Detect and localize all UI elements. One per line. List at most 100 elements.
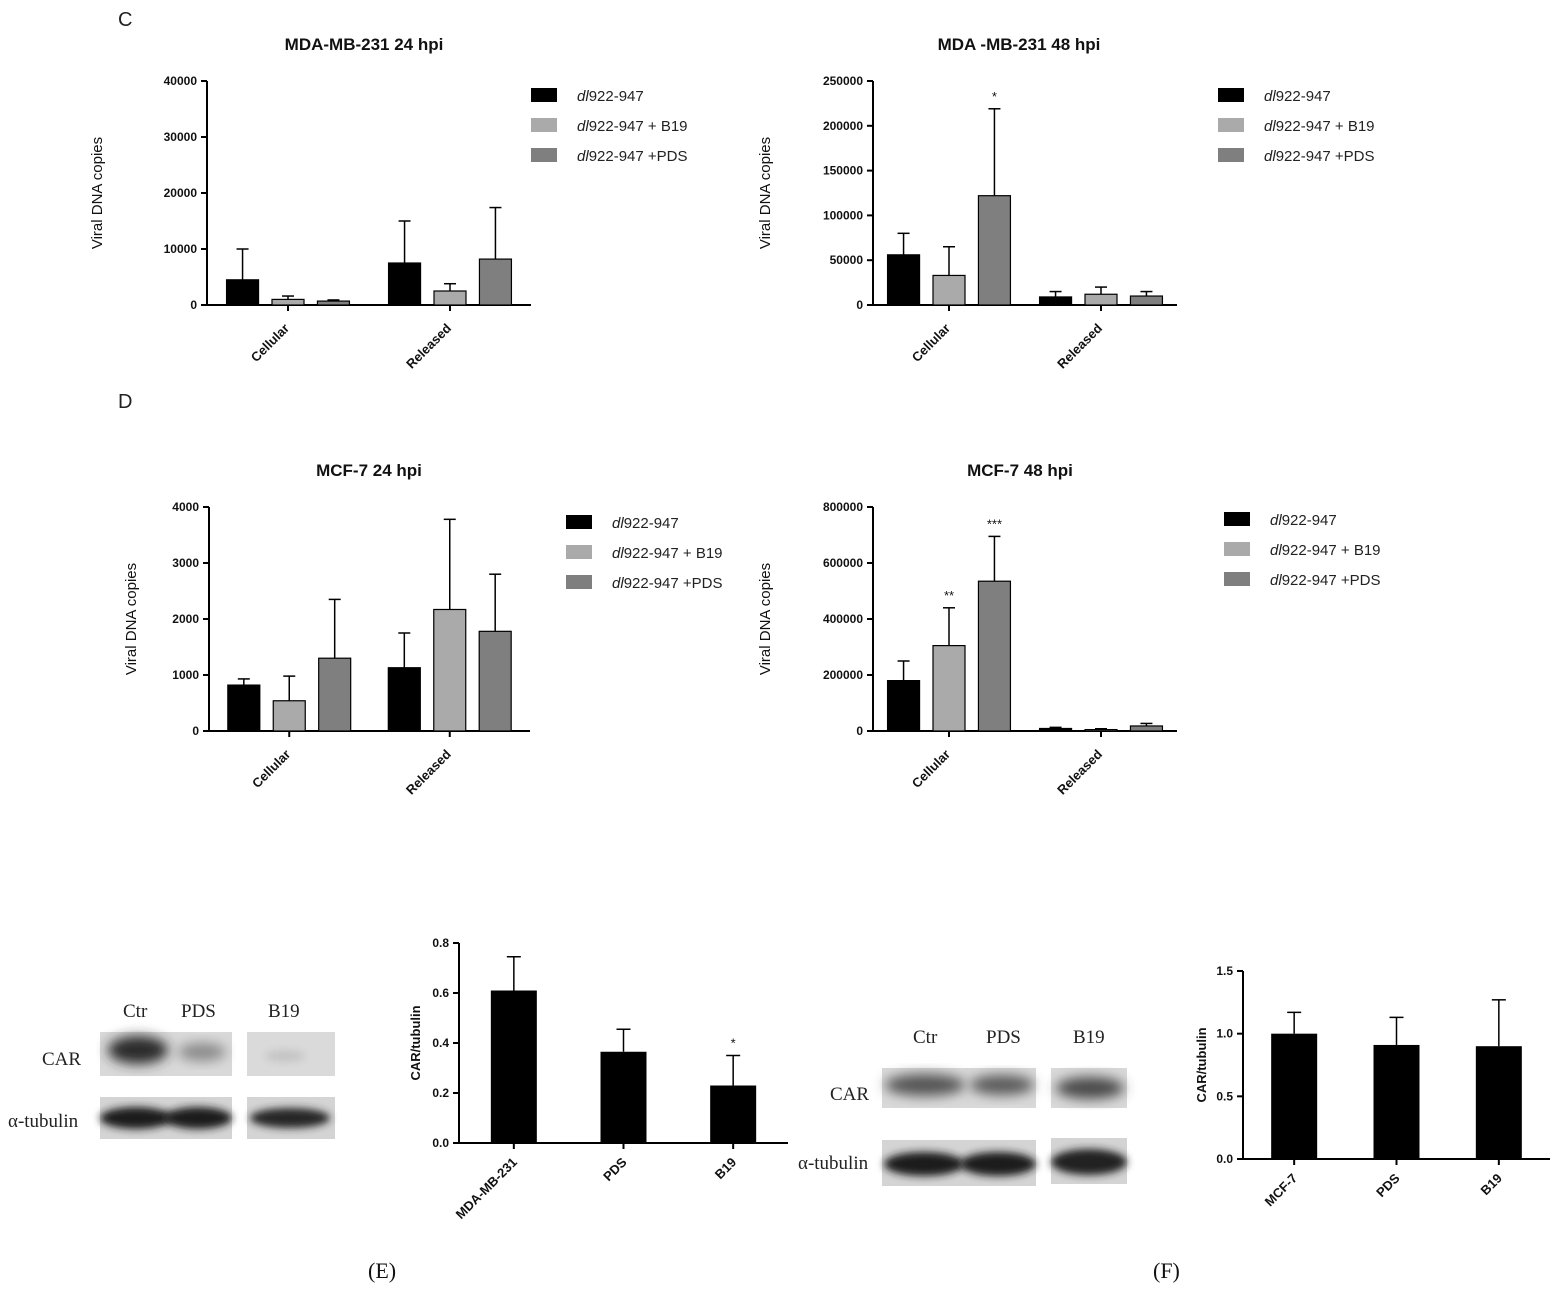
bar <box>1129 725 1164 732</box>
bar <box>886 679 921 732</box>
bar <box>1475 1046 1522 1159</box>
legend-swatch <box>566 515 592 529</box>
y-tick-label: 0.0 <box>1216 1152 1233 1166</box>
y-axis-label: CAR/tubulin <box>1194 1027 1209 1102</box>
y-tick-label: 0 <box>192 724 199 738</box>
bar <box>600 1051 647 1143</box>
legend-label: dl922-947 +PDS <box>612 575 723 592</box>
legend-label: dl922-947 + B19 <box>1264 118 1375 135</box>
y-tick-label: 2000 <box>172 612 199 626</box>
significance-marker: * <box>731 1036 736 1051</box>
x-tick-label: Released <box>403 746 454 797</box>
bar <box>1038 727 1073 732</box>
legend-label: dl922-947 <box>612 515 679 532</box>
y-tick-label: 40000 <box>164 74 198 88</box>
blot-f-lane-b19: B19 <box>1073 1027 1105 1048</box>
x-tick-label: Cellular <box>909 321 953 365</box>
y-tick-label: 0.0 <box>432 1136 449 1150</box>
x-tick-label: B19 <box>1477 1171 1504 1198</box>
blot-e-car-band-pds <box>178 1043 226 1061</box>
bar <box>387 262 422 306</box>
blot-e-lane-b19: B19 <box>268 1001 300 1022</box>
blot-f-tub-band-ctr <box>884 1152 964 1176</box>
x-tick-label: MCF-7 <box>1262 1171 1301 1210</box>
bar <box>1271 1033 1318 1159</box>
blot-f-car-band-pds <box>970 1075 1034 1095</box>
y-axis-label: Viral DNA copies <box>757 137 774 249</box>
chart-mcf-7-24hpi: MCF-7 24 hpi Viral DNA copies 0 1000 2000 300… <box>123 461 530 797</box>
y-tick-label: 200000 <box>823 119 863 133</box>
blot-f-car-band-b19 <box>1056 1077 1124 1099</box>
bar <box>977 580 1012 732</box>
y-axis-label: Viral DNA copies <box>123 563 140 675</box>
x-tick-label: Released <box>1054 320 1105 371</box>
panel-label-f: (F) <box>1153 1258 1180 1283</box>
bar <box>977 195 1012 306</box>
bar <box>478 258 513 306</box>
legend-c2: dl922-947 dl922-947 + B19 dl922-947 +PDS <box>1218 88 1375 165</box>
x-tick-label: Cellular <box>248 321 292 365</box>
y-tick-label: 0 <box>856 724 863 738</box>
significance-marker: *** <box>987 516 1002 531</box>
bar <box>932 274 966 306</box>
legend-swatch <box>1224 572 1250 586</box>
y-tick-label: 0.5 <box>1216 1089 1233 1103</box>
y-tick-label: 20000 <box>164 186 198 200</box>
blot-f-tub-band-pds <box>960 1152 1036 1176</box>
legend-label: dl922-947 +PDS <box>1270 572 1381 589</box>
bar <box>710 1085 757 1143</box>
panel-label-e: (E) <box>368 1258 396 1283</box>
panel-letter-c: C <box>118 9 132 31</box>
legend-label: dl922-947 <box>1264 88 1331 105</box>
y-axis-label: CAR/tubulin <box>408 1005 423 1080</box>
legend-d1: dl922-947 dl922-947 + B19 dl922-947 +PDS <box>566 515 723 592</box>
bar <box>271 298 305 306</box>
bar <box>316 300 351 306</box>
blot-e-row-car: CAR <box>42 1049 81 1070</box>
bar <box>1129 295 1164 306</box>
y-tick-label: 4000 <box>172 500 199 514</box>
chart-title: MCF-7 48 hpi <box>967 461 1073 480</box>
blot-f-car-band-ctr <box>885 1074 965 1096</box>
bar <box>1373 1044 1420 1159</box>
bar <box>227 684 261 732</box>
blot-e-tub-band-pds <box>164 1107 232 1129</box>
y-tick-label: 1000 <box>172 668 199 682</box>
legend-swatch <box>566 545 592 559</box>
x-tick-label: PDS <box>1373 1170 1403 1200</box>
panel-letter-d: D <box>118 391 132 413</box>
y-tick-label: 1.5 <box>1216 964 1233 978</box>
legend-swatch <box>1218 148 1244 162</box>
blot-f-row-car: CAR <box>830 1084 869 1105</box>
x-tick-label: Released <box>1054 746 1105 797</box>
y-tick-label: 150000 <box>823 164 863 178</box>
blot-f-row-tubulin: α-tubulin <box>798 1153 869 1174</box>
bar <box>932 644 966 732</box>
legend-c1: dl922-947 dl922-947 + B19 dl922-947 +PDS <box>531 88 688 165</box>
x-tick-label: Released <box>403 320 454 371</box>
legend-label: dl922-947 +PDS <box>577 148 688 165</box>
y-tick-label: 0.6 <box>432 986 449 1000</box>
legend-label: dl922-947 +PDS <box>1264 148 1375 165</box>
significance-marker: ** <box>944 588 954 603</box>
blot-e-row-tubulin: α-tubulin <box>8 1111 79 1132</box>
chart-car-tubulin-mcf7: CAR/tubulin 0.0 0.5 1.0 1.5 MCF-7 PDS B19 <box>1194 964 1550 1209</box>
significance-marker: * <box>992 89 997 104</box>
chart-title: MDA -MB-231 48 hpi <box>938 35 1101 54</box>
bar <box>490 990 537 1143</box>
bar <box>318 657 352 732</box>
blot-e-lane-ctr: Ctr <box>123 1001 148 1022</box>
legend-swatch <box>531 118 557 132</box>
blot-f-tub-band-b19 <box>1051 1149 1127 1175</box>
bar <box>1084 293 1118 306</box>
y-tick-label: 1.0 <box>1216 1027 1233 1041</box>
y-tick-label: 250000 <box>823 74 863 88</box>
y-tick-label: 200000 <box>823 668 863 682</box>
blot-e-car-band-b19 <box>265 1050 305 1062</box>
legend-label: dl922-947 + B19 <box>1270 542 1381 559</box>
western-blot-e: Ctr PDS B19 CAR α-tubulin <box>8 1001 335 1139</box>
x-tick-label: Cellular <box>249 747 293 791</box>
y-tick-label: 0.2 <box>432 1086 449 1100</box>
